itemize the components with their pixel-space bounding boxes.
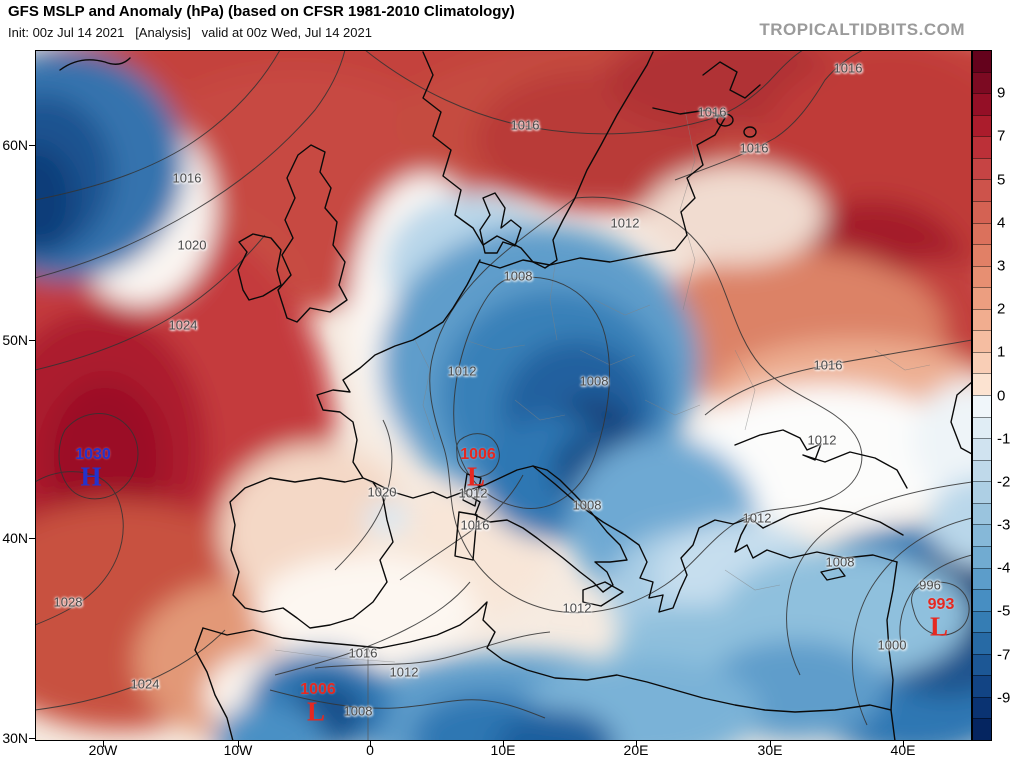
lon-axis-tick — [502, 741, 504, 747]
colorbar-segment — [973, 696, 991, 719]
colorbar-tick-label: -5 — [997, 602, 1011, 620]
colorbar-segment — [973, 438, 991, 460]
colorbar-segment — [973, 373, 991, 395]
lon-axis-label: 30E — [757, 742, 783, 757]
colorbar-tick-label: -9 — [997, 689, 1011, 707]
colorbar-segment — [973, 632, 991, 654]
lon-axis-label: 10E — [490, 742, 516, 757]
anomaly-colorbar — [972, 50, 992, 741]
page-title: GFS MSLP and Anomaly (hPa) (based on CFS… — [8, 3, 515, 20]
colorbar-tick-label: 5 — [997, 171, 1006, 189]
colorbar-tick-label: -4 — [997, 559, 1011, 577]
lon-axis-tick — [237, 741, 239, 747]
colorbar-segment — [973, 589, 991, 611]
colorbar-segment — [973, 524, 991, 546]
lat-axis-label: 30N — [2, 730, 28, 746]
lon-axis-tick — [102, 741, 104, 747]
lat-axis-label: 60N — [2, 137, 28, 153]
colorbar-segment — [973, 93, 991, 115]
anomaly-field-map — [35, 50, 972, 741]
lon-axis-tick — [769, 741, 771, 747]
colorbar-segment — [973, 395, 991, 417]
colorbar-segment — [973, 718, 991, 740]
colorbar-segment — [973, 287, 991, 309]
colorbar-segment — [973, 545, 991, 568]
colorbar-segment — [973, 502, 991, 525]
lat-axis-label: 50N — [2, 332, 28, 348]
colorbar-segment — [973, 71, 991, 94]
anomaly-blobs — [35, 50, 972, 741]
colorbar-segment — [973, 610, 991, 633]
colorbar-segment — [973, 481, 991, 503]
colorbar-tick-label: 0 — [997, 387, 1006, 404]
colorbar-tick-label: 3 — [997, 257, 1006, 275]
colorbar-tick-label: 4 — [997, 214, 1006, 232]
lon-axis-tick — [635, 741, 637, 747]
lon-axis-label: 10W — [223, 742, 253, 757]
colorbar-segment — [973, 416, 991, 439]
colorbar-segment — [973, 351, 991, 374]
colorbar-tick-label: -3 — [997, 516, 1011, 534]
lon-axis-label: 0 — [366, 742, 374, 757]
colorbar-tick-label: -1 — [997, 430, 1011, 448]
colorbar-tick-label: -7 — [997, 646, 1011, 664]
tropicaltidbits-watermark: TROPICALTIDBITS.COM — [759, 20, 965, 39]
coastlines — [59, 51, 972, 741]
colorbar-segment — [973, 244, 991, 266]
init-valid-line: Init: 00z Jul 14 2021 [Analysis] valid a… — [8, 25, 372, 40]
colorbar-segment — [973, 459, 991, 482]
colorbar-segment — [973, 308, 991, 331]
lon-axis-label: 40E — [890, 742, 916, 757]
lat-axis-label: 40N — [2, 530, 28, 546]
lon-axis-tick — [369, 741, 371, 747]
country-borders — [274, 109, 931, 663]
colorbar-segment — [973, 567, 991, 590]
colorbar-segment — [973, 179, 991, 201]
colorbar-segment — [973, 200, 991, 223]
colorbar-segment — [973, 653, 991, 676]
colorbar-tick-label: 1 — [997, 343, 1006, 361]
colorbar-segment — [973, 51, 991, 72]
colorbar-segment — [973, 222, 991, 245]
colorbar-tick-label: 9 — [997, 84, 1006, 102]
lon-axis-label: 20W — [88, 742, 118, 757]
lon-axis-label: 20E — [623, 742, 649, 757]
colorbar-segment — [973, 330, 991, 352]
colorbar-segment — [973, 675, 991, 697]
colorbar-tick-label: 2 — [997, 300, 1006, 318]
colorbar-segment — [973, 265, 991, 288]
colorbar-tick-label: 7 — [997, 127, 1006, 145]
colorbar-segment — [973, 136, 991, 158]
colorbar-tick-label: -2 — [997, 473, 1011, 491]
colorbar-segment — [973, 157, 991, 180]
lon-axis-tick — [902, 741, 904, 747]
colorbar-segment — [973, 114, 991, 137]
isobar-contours — [35, 50, 972, 741]
